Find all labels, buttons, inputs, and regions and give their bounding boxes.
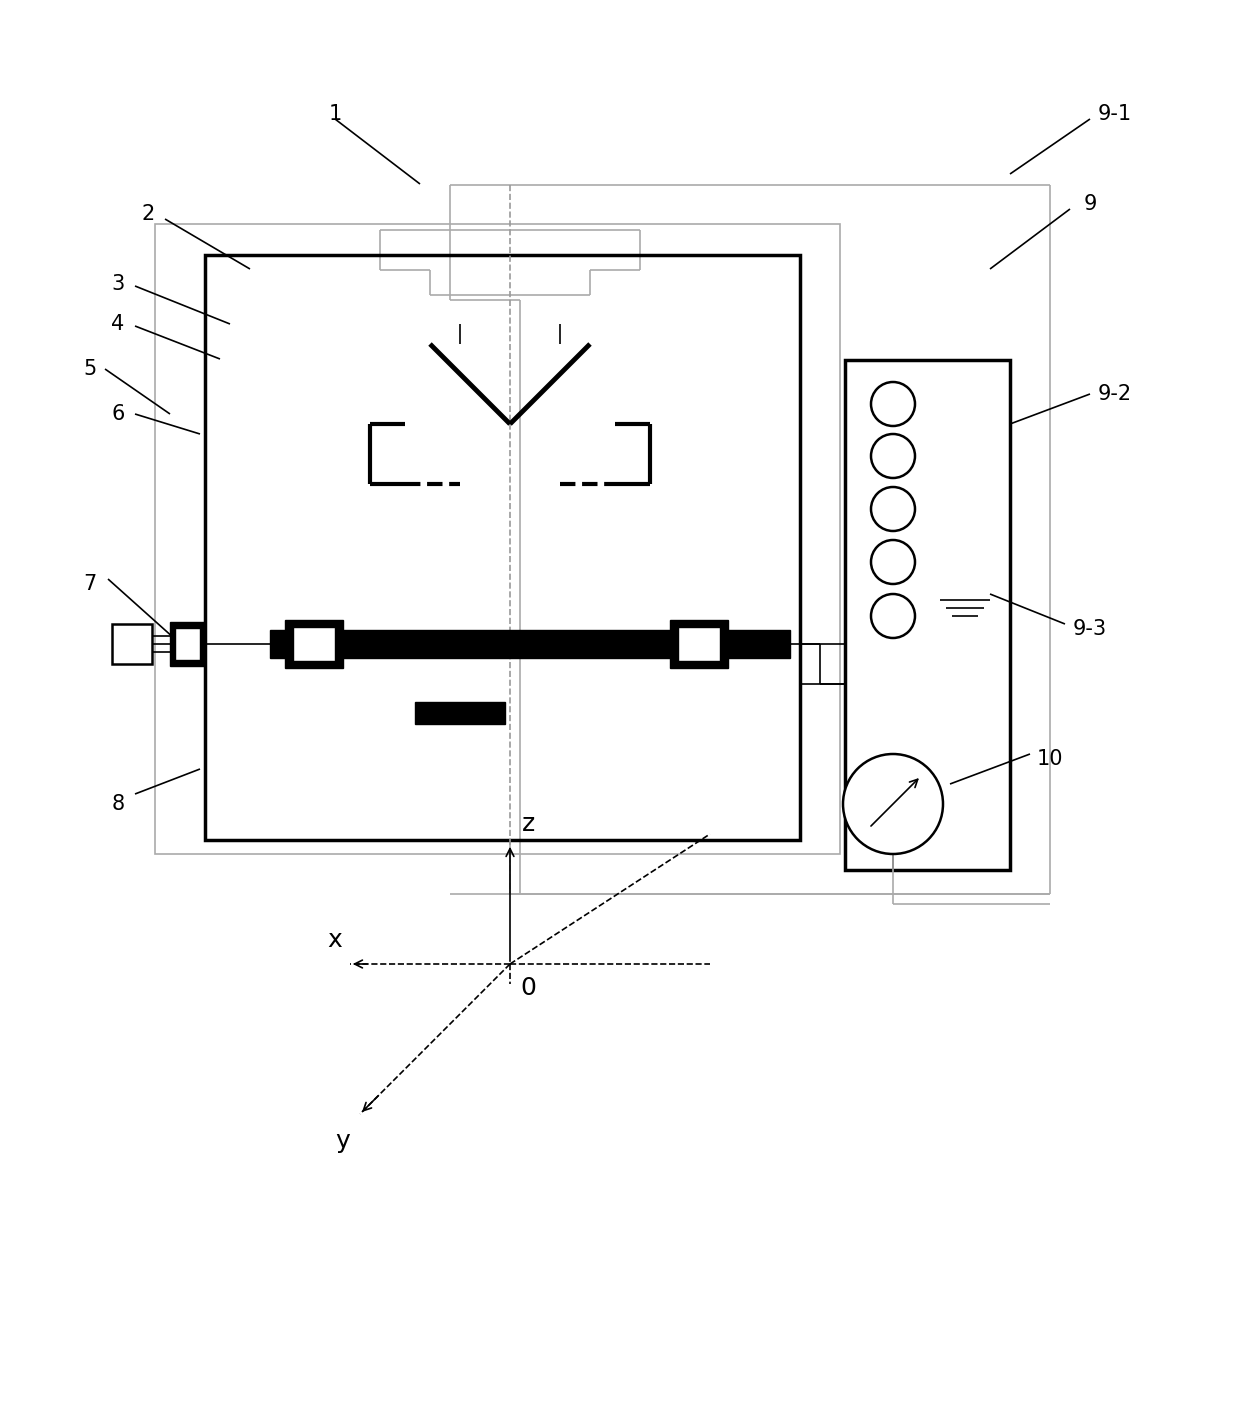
Circle shape	[870, 382, 915, 426]
Text: z: z	[522, 812, 536, 836]
Text: 6: 6	[112, 404, 125, 424]
Bar	[415, 702, 505, 723]
Bar	[205, 255, 800, 840]
Bar	[293, 627, 335, 661]
Text: x: x	[327, 928, 342, 953]
Text: 4: 4	[112, 315, 125, 335]
Text: 8: 8	[112, 795, 124, 815]
Text: 1: 1	[329, 104, 342, 124]
Text: 9: 9	[1084, 194, 1096, 214]
Circle shape	[843, 753, 942, 854]
Bar	[170, 622, 205, 666]
Circle shape	[870, 487, 915, 531]
Text: 2: 2	[141, 204, 155, 224]
Bar	[844, 360, 1011, 870]
Bar	[285, 619, 343, 668]
Text: 9-3: 9-3	[1073, 619, 1107, 639]
Text: 3: 3	[112, 273, 125, 293]
Text: 7: 7	[83, 574, 97, 594]
Bar	[112, 624, 153, 664]
Text: 0: 0	[520, 975, 536, 1000]
Text: 10: 10	[1037, 749, 1063, 769]
Circle shape	[870, 594, 915, 638]
Text: 5: 5	[83, 359, 97, 379]
Text: y: y	[335, 1129, 350, 1153]
Bar	[155, 224, 839, 854]
Bar	[175, 628, 200, 659]
Bar	[678, 627, 720, 661]
Circle shape	[870, 540, 915, 584]
Bar	[670, 619, 728, 668]
Text: 9-1: 9-1	[1097, 104, 1132, 124]
Circle shape	[870, 434, 915, 478]
Text: 9-2: 9-2	[1097, 384, 1132, 404]
Bar	[270, 629, 790, 658]
